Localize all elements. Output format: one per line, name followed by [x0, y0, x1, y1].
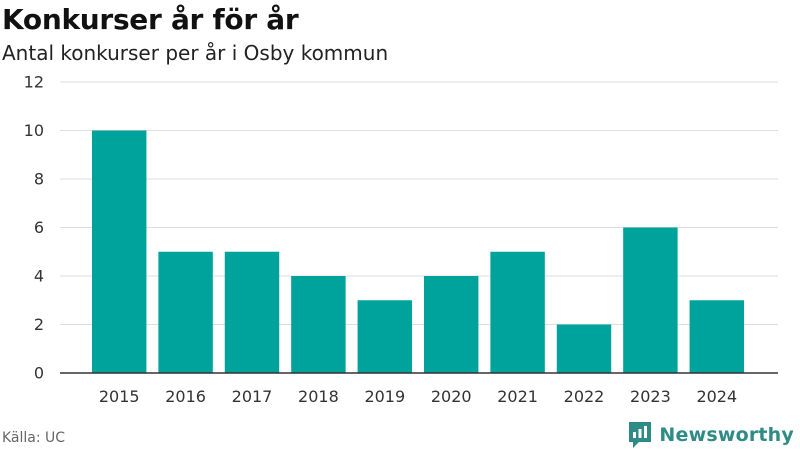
- bar-2015: [91, 130, 147, 373]
- y-tick-label: 4: [34, 267, 44, 286]
- bar-2016: [158, 251, 213, 373]
- x-tick-label: 2018: [298, 387, 339, 406]
- x-axis-tick-labels: 2015 2016 2017 2018 2019 2020 2021 2022 2023 2024: [99, 387, 737, 406]
- bar-2024: [689, 300, 745, 373]
- newsworthy-logo-icon: [629, 422, 652, 448]
- bars: [91, 130, 745, 373]
- bar-2022: [556, 324, 612, 373]
- chart-subtitle: Antal konkurser per år i Osby kommun: [2, 41, 389, 65]
- bar-2020: [423, 276, 479, 373]
- chart-title: Konkurser år för år: [2, 3, 299, 36]
- x-tick-label: 2015: [99, 387, 140, 406]
- bar-2021: [490, 251, 545, 373]
- x-tick-label: 2020: [431, 387, 472, 406]
- y-tick-label: 2: [34, 315, 44, 334]
- newsworthy-brand: Newsworthy: [627, 420, 794, 450]
- x-tick-label: 2021: [497, 387, 538, 406]
- y-tick-label: 0: [34, 364, 44, 383]
- y-tick-label: 12: [24, 73, 44, 92]
- y-tick-label: 6: [34, 218, 44, 237]
- x-tick-label: 2023: [630, 387, 671, 406]
- x-tick-label: 2017: [232, 387, 273, 406]
- x-tick-label: 2019: [364, 387, 405, 406]
- source-label: Källa: UC: [2, 430, 66, 446]
- bar-2018: [291, 276, 346, 373]
- bar-2023: [623, 227, 678, 373]
- x-tick-label: 2022: [564, 387, 605, 406]
- x-tick-label: 2016: [165, 387, 206, 406]
- y-tick-label: 8: [34, 170, 44, 189]
- bar-2019: [357, 300, 413, 373]
- y-axis-tick-labels: 0 2 4 6 8 10 12: [24, 73, 44, 383]
- y-tick-label: 10: [24, 121, 44, 140]
- x-tick-label: 2024: [696, 387, 737, 406]
- bar-2017: [224, 251, 280, 373]
- brand-name: Newsworthy: [659, 424, 794, 446]
